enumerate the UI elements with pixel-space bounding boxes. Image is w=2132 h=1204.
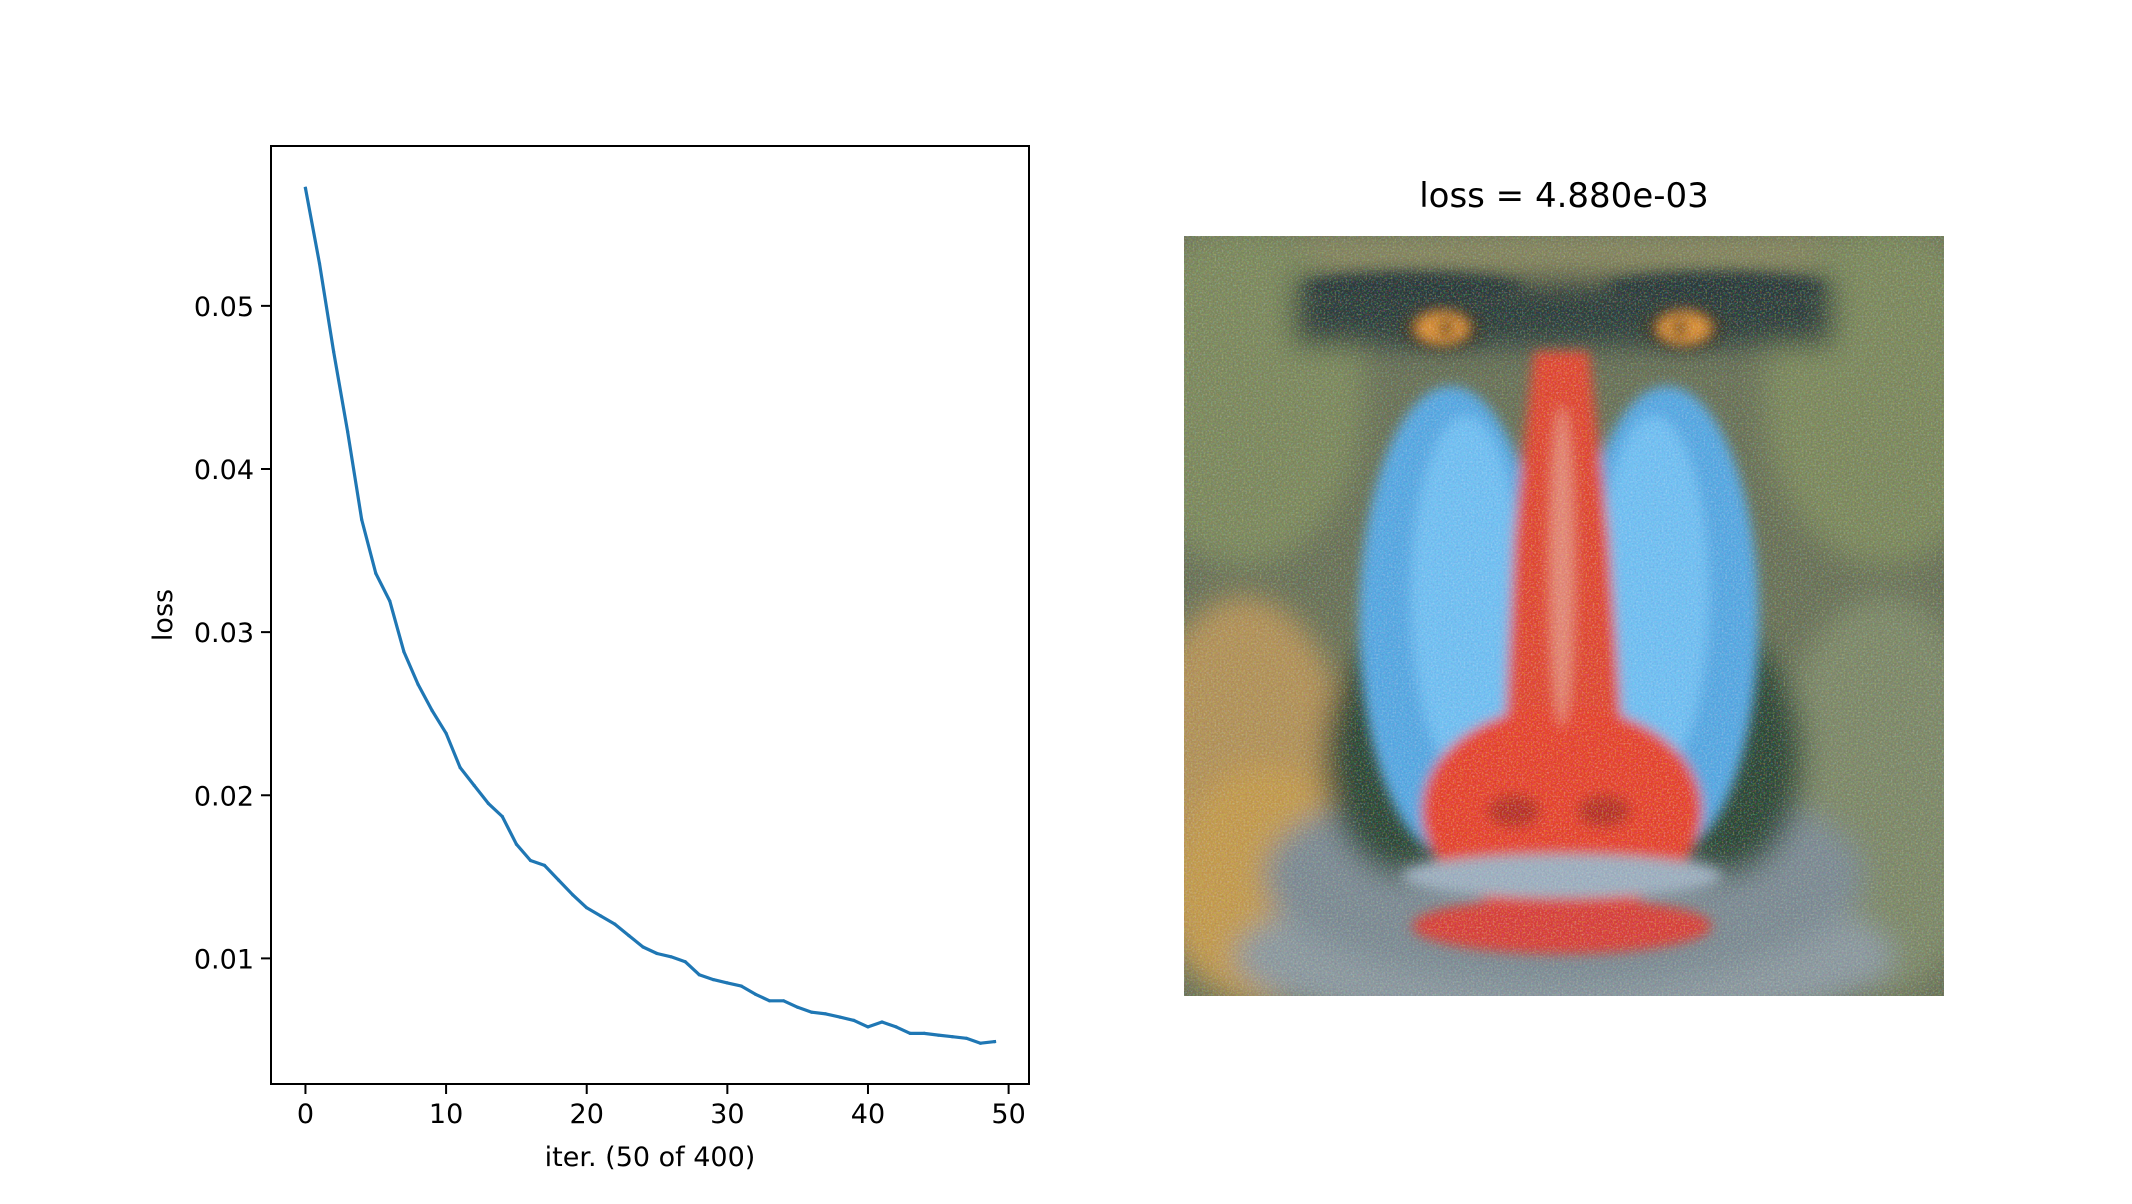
y-tick-label: 0.04 (194, 455, 254, 486)
loss-point (683, 960, 687, 964)
loss-point (992, 1040, 997, 1044)
loss-point (360, 518, 364, 522)
loss-point (767, 999, 772, 1003)
loss-point (472, 783, 476, 788)
loss-point (388, 599, 392, 603)
y-tick-label: 0.02 (194, 781, 254, 812)
plot-frame (270, 145, 1030, 1085)
x-axis-ticks: 0 10 20 30 40 50 (297, 1084, 1026, 1130)
loss-point (796, 1005, 800, 1009)
loss-point (964, 1036, 969, 1040)
y-tick-label: 0.01 (194, 944, 254, 975)
loss-point (669, 955, 673, 959)
x-tick-label: 0 (297, 1099, 314, 1130)
x-tick-label: 20 (570, 1099, 604, 1130)
loss-point (627, 934, 631, 938)
loss-point (613, 922, 617, 926)
loss-point (852, 1018, 856, 1023)
loss-point (880, 1020, 884, 1024)
x-tick-label: 10 (429, 1099, 463, 1130)
x-axis-label: iter. (50 of 400) (545, 1142, 756, 1173)
loss-point (838, 1015, 842, 1019)
loss-point (571, 893, 575, 897)
x-tick-label: 40 (851, 1099, 885, 1130)
loss-point (725, 981, 729, 985)
loss-point (753, 992, 758, 996)
loss-series-line (303, 186, 997, 1045)
y-tick-label: 0.03 (194, 618, 254, 649)
loss-series-points (303, 186, 997, 1045)
loss-point (697, 973, 701, 977)
loss-point (641, 945, 645, 949)
loss-point (458, 765, 462, 770)
loss-point (782, 999, 786, 1003)
x-tick-label: 50 (991, 1099, 1025, 1130)
loss-point (528, 858, 533, 863)
loss-point (444, 731, 448, 735)
loss-point (810, 1010, 814, 1014)
y-axis-ticks: 0.01 0.02 0.03 0.04 0.05 (194, 292, 271, 975)
y-axis-label: loss (148, 589, 179, 641)
loss-point (950, 1035, 955, 1039)
loss-point (557, 878, 561, 882)
loss-point (317, 261, 322, 266)
loss-point (655, 951, 659, 956)
loss-point (303, 186, 308, 190)
loss-point (332, 349, 336, 354)
loss-plot: 0 10 20 30 40 50 0.01 0.02 0.03 0.04 0.05 iter. (… (148, 145, 1030, 1173)
loss-point (416, 682, 420, 686)
loss-point (585, 906, 589, 910)
loss-point (711, 978, 715, 982)
loss-point (922, 1031, 926, 1035)
reconstructed-mandrill-image (1184, 236, 1944, 996)
loss-point (374, 571, 378, 576)
loss-point (346, 429, 350, 434)
plot-area (271, 146, 1029, 1084)
loss-point (500, 814, 504, 819)
loss-point (824, 1012, 828, 1016)
loss-point (936, 1033, 940, 1037)
loss-point (514, 842, 519, 846)
loss-point (978, 1041, 983, 1045)
loss-point (402, 650, 406, 654)
x-tick-label: 30 (710, 1099, 744, 1130)
loss-point (486, 801, 490, 806)
y-tick-label: 0.05 (194, 292, 254, 323)
loss-point (894, 1025, 898, 1029)
loss-point (430, 708, 434, 713)
loss-point (542, 863, 547, 868)
loss-point (908, 1031, 912, 1035)
loss-point (866, 1025, 870, 1029)
loss-point (739, 984, 744, 988)
image-panel-title: loss = 4.880e-03 (1419, 176, 1709, 216)
loss-point (599, 914, 603, 918)
